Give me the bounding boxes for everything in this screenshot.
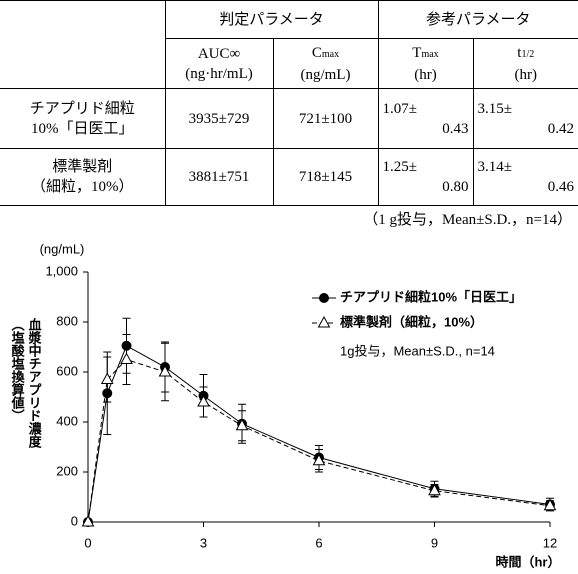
header-unit: (hr) [414, 66, 437, 83]
y-tick-label: 800 [56, 313, 78, 328]
cell-part: 0.80 [442, 179, 469, 195]
cell-part: 0.43 [442, 120, 469, 137]
group-header: 判定パラメータ [164, 0, 379, 39]
data-point [197, 394, 210, 407]
cell-part: 1.07± [382, 100, 417, 117]
column-header: Cmax (ng/mL) [272, 38, 379, 89]
y-tick-label: 0 [71, 513, 78, 528]
row-label: 標準製剤 （細粒，10%） [0, 148, 166, 206]
label-line: 10%「日医工」 [31, 120, 134, 137]
header-main: t [517, 44, 522, 61]
series-line [87, 358, 551, 523]
cell: 721±100 [272, 88, 379, 149]
data-point [428, 483, 441, 496]
header-main: T [412, 44, 422, 61]
legend-marker [319, 293, 329, 303]
data-point [120, 352, 133, 364]
cell: 3.15± 0.42 [472, 88, 578, 149]
annotation: 1g投与，Mean±S.D., n=14 [340, 343, 495, 358]
header-unit: (ng/mL) [300, 66, 351, 83]
cell-part: 0.46 [547, 179, 574, 195]
data-point [158, 364, 172, 377]
header-unit: (hr) [514, 66, 538, 83]
cell-part: 3.14± [477, 159, 512, 175]
x-tick-label: 6 [315, 535, 322, 550]
y-tick-label: 600 [56, 363, 78, 378]
y-unit: (ng/mL) [40, 241, 85, 256]
data-point [312, 453, 326, 466]
y-axis-title: （塩酸塩換算値） [10, 318, 26, 422]
y-axis-title: 血漿中チアプリド濃度 [27, 317, 43, 449]
cell: 3.14± 0.46 [472, 148, 578, 206]
column-header: Tmax (hr) [377, 38, 474, 89]
legend-label: チアプリド細粒10%「日医工」 [340, 289, 522, 304]
x-tick-label: 3 [200, 535, 207, 550]
data-point [235, 418, 249, 431]
x-tick-label: 0 [84, 535, 91, 550]
corner-cell [0, 0, 166, 89]
x-tick-label: 12 [543, 535, 557, 550]
table-note: （1 g投与，Mean±S.D.，n=14） [363, 212, 572, 228]
cell-part: 3.15± [477, 100, 512, 117]
parameter-table: 判定パラメータ 参考パラメータ AUC∞ (ng·hr/mL) Cmax (ng/m… [0, 0, 578, 206]
data-point [543, 498, 557, 511]
data-point [100, 372, 114, 384]
header-sub: max [421, 48, 439, 60]
cell-part: 1.25± [382, 159, 417, 175]
x-tick-label: 9 [431, 535, 438, 550]
header-sub: max [321, 48, 340, 60]
label-line: （細粒，10%） [31, 179, 134, 195]
legend-label: 標準製剤（細粒，10%） [340, 314, 483, 329]
legend-marker [317, 315, 331, 328]
y-tick-label: 400 [56, 413, 78, 428]
row-label: チアプリド細粒 10%「日医工」 [0, 88, 166, 149]
x-axis-title: 時間（hr） [495, 554, 560, 569]
cell: 1.07± 0.43 [377, 88, 474, 149]
series-line [87, 345, 551, 523]
cell: 3935±729 [164, 88, 274, 149]
y-tick-label: 200 [56, 463, 78, 478]
column-header: t1/2 (hr) [472, 38, 578, 89]
cell: 1.25± 0.80 [377, 148, 474, 206]
cell: 718±145 [272, 148, 379, 206]
header-main: AUC∞ [197, 45, 241, 62]
column-header: AUC∞ (ng·hr/mL) [165, 38, 274, 89]
cell: 3881±751 [164, 148, 274, 206]
group-header: 参考パラメータ [377, 0, 578, 39]
label-line: チアプリド細粒 [29, 100, 135, 117]
cell-part: 0.42 [547, 120, 574, 137]
header-unit: (ng·hr/mL) [185, 65, 253, 82]
y-tick-label: 1,000 [45, 263, 78, 278]
header-sub: 1/2 [521, 48, 535, 60]
data-point [81, 514, 95, 527]
label-line: 標準製剤 [52, 159, 113, 175]
header-main: C [311, 44, 322, 61]
